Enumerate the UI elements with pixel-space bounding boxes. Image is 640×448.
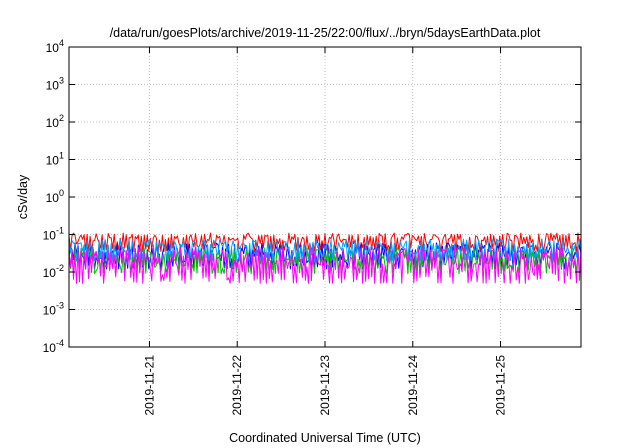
series-line-1	[68, 232, 582, 253]
chart-title: /data/run/goesPlots/archive/2019-11-25/2…	[110, 26, 541, 40]
y-tick-label: 102	[46, 113, 64, 130]
y-tick-label: 10-1	[43, 226, 64, 243]
x-tick-label: 2019-11-21	[142, 355, 156, 416]
x-tick-label: 2019-11-25	[494, 355, 508, 416]
x-tick-label: 2019-11-24	[406, 355, 420, 416]
x-tick-label: 2019-11-22	[230, 355, 244, 416]
y-tick-label: 10-2	[43, 263, 64, 280]
y-tick-label: 10-4	[43, 338, 64, 355]
y-tick-label: 104	[46, 38, 64, 55]
y-axis: 104 103 102 101 100 10-1 10-2 10-3 10-4	[43, 38, 581, 355]
x-axis-label: Coordinated Universal Time (UTC)	[229, 431, 421, 445]
y-tick-label: 100	[46, 188, 64, 205]
series-line-5	[68, 247, 582, 284]
data-series	[68, 232, 582, 284]
x-tick-label: 2019-11-23	[318, 355, 332, 416]
y-tick-label: 10-3	[43, 301, 64, 318]
y-axis-label: cSv/day	[16, 174, 30, 219]
x-axis: 2019-11-21 2019-11-22 2019-11-23 2019-11-24…	[142, 47, 508, 416]
y-tick-label: 101	[46, 151, 64, 168]
y-tick-label: 103	[46, 76, 64, 93]
grid	[69, 47, 581, 347]
